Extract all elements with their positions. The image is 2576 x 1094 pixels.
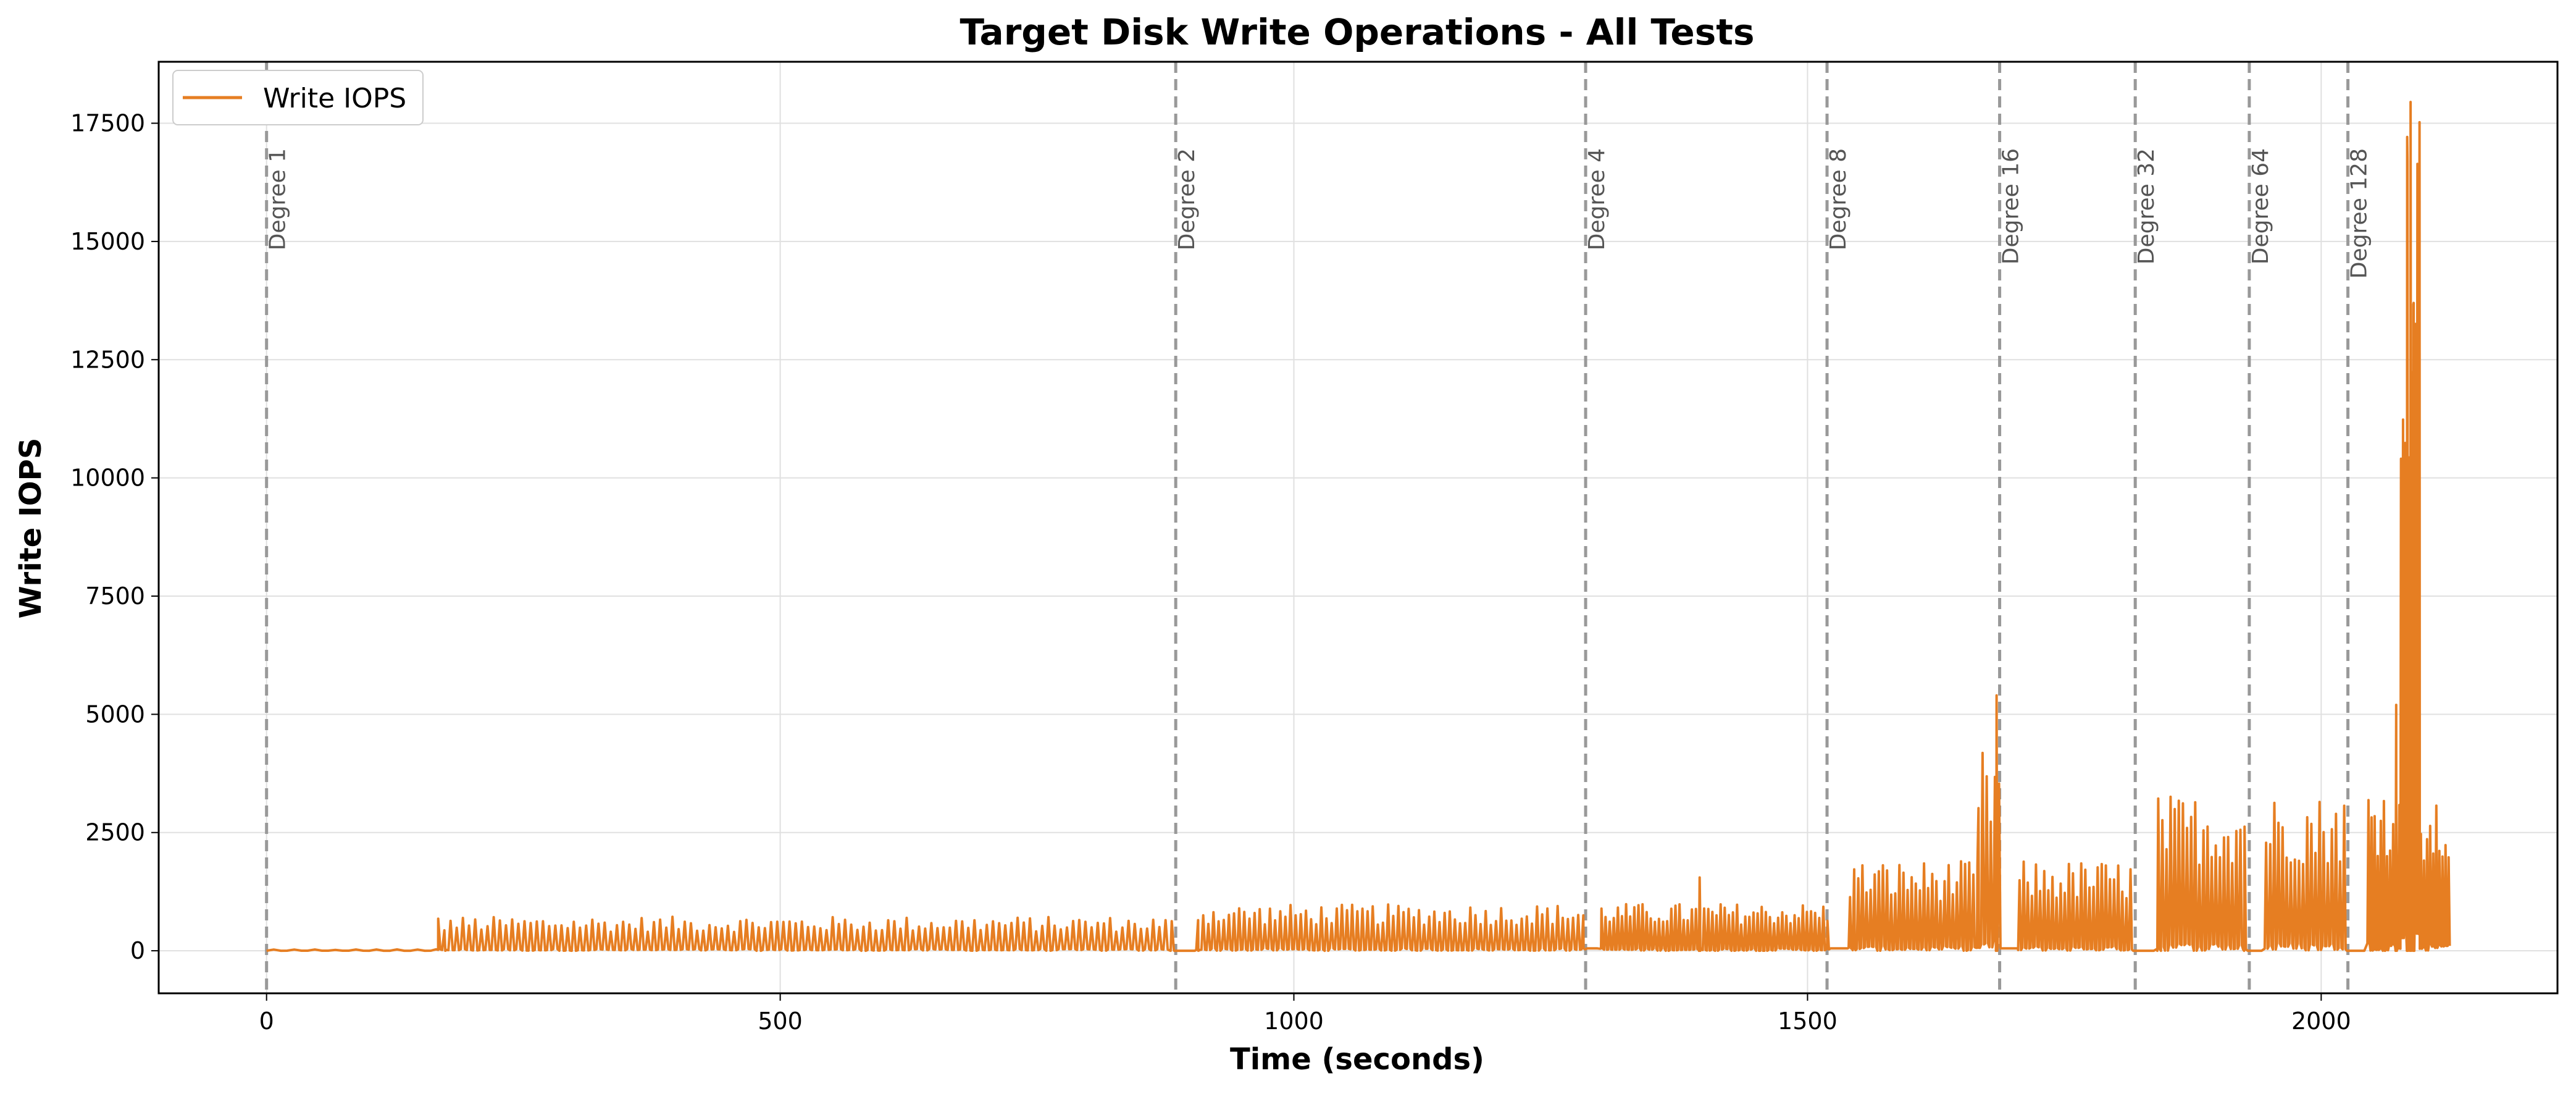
x-axis-title: Time (seconds) bbox=[1230, 1042, 1484, 1077]
series-line-write-iops bbox=[266, 101, 2451, 953]
y-tick-label: 2500 bbox=[85, 819, 145, 846]
series-layer bbox=[266, 101, 2451, 953]
legend-box bbox=[172, 70, 424, 125]
plot-frame bbox=[157, 61, 2559, 995]
x-tick-label: 0 bbox=[259, 1008, 274, 1035]
y-tick-label: 12500 bbox=[70, 346, 145, 373]
y-axis-title: Write IOPS bbox=[14, 438, 48, 619]
y-tick-label: 5000 bbox=[85, 701, 145, 728]
marker-layer: Degree 1 Degree 2 Degree 4 Degree 8 Degree 1… bbox=[265, 62, 2372, 993]
x-tick-label: 500 bbox=[758, 1008, 803, 1035]
degree-marker-label: Degree 16 bbox=[1999, 148, 2024, 264]
degree-marker-label: Degree 8 bbox=[1826, 148, 1851, 250]
degree-marker-label: Degree 128 bbox=[2347, 148, 2372, 279]
degree-marker-label: Degree 32 bbox=[2134, 148, 2159, 264]
degree-marker-label: Degree 1 bbox=[266, 148, 291, 250]
chart-title: Target Disk Write Operations - All Tests bbox=[960, 11, 1754, 53]
degree-marker-label: Degree 4 bbox=[1584, 148, 1610, 250]
legend: Write IOPS bbox=[172, 70, 424, 125]
x-tick-label: 1000 bbox=[1264, 1008, 1324, 1035]
x-tick-label: 1500 bbox=[1778, 1008, 1838, 1035]
tick-layer: 0 500 1000 1500 2000 0 2500 5000 7500 10000 12500 1… bbox=[70, 110, 2351, 1035]
y-tick-label: 0 bbox=[130, 937, 145, 964]
y-tick-label: 15000 bbox=[70, 228, 145, 255]
legend-label: Write IOPS bbox=[263, 83, 406, 114]
y-tick-label: 17500 bbox=[70, 110, 145, 137]
degree-marker-label: Degree 64 bbox=[2248, 148, 2273, 264]
y-tick-label: 7500 bbox=[85, 583, 145, 610]
x-tick-label: 2000 bbox=[2291, 1008, 2351, 1035]
degree-marker-label: Degree 2 bbox=[1174, 148, 1200, 250]
y-tick-label: 10000 bbox=[70, 465, 145, 492]
